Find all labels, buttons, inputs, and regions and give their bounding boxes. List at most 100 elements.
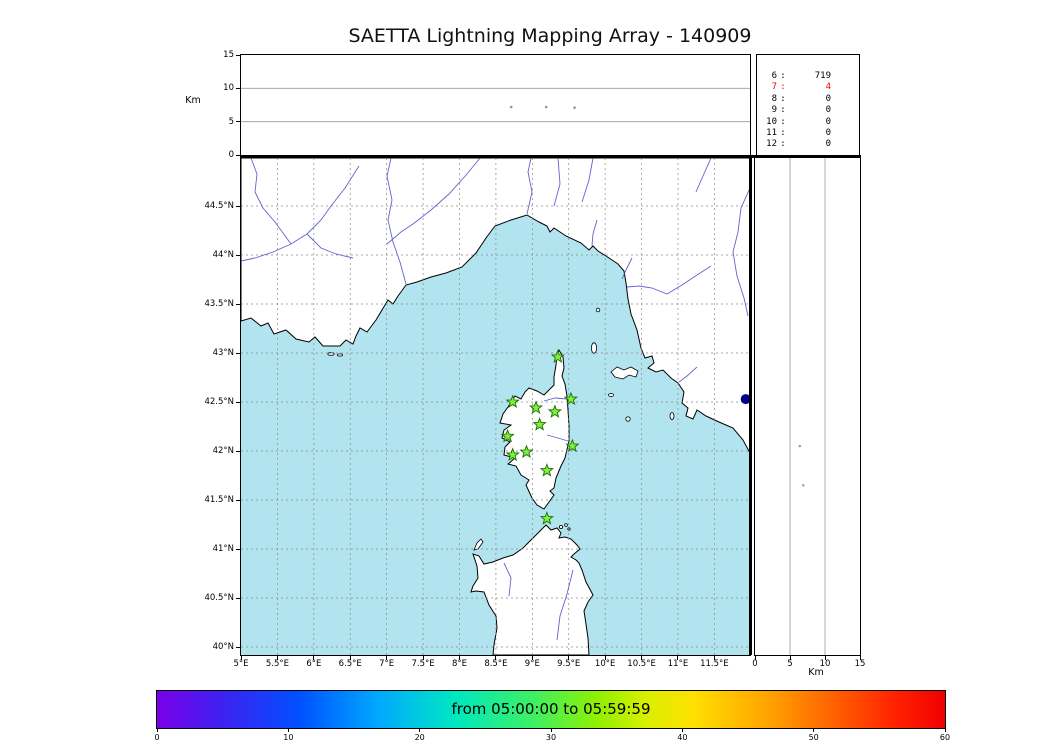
lma-station-marker (500, 428, 515, 443)
lma-station-marker (565, 438, 580, 453)
source-point (509, 105, 513, 109)
colorbar-tick-label: 20 (414, 733, 425, 742)
frame-line-vertical (749, 155, 752, 655)
tick-mark (859, 656, 861, 660)
stats-value: 0 (825, 105, 831, 116)
tick-mark (236, 401, 240, 403)
lma-stations (500, 349, 580, 525)
island-elba (610, 366, 639, 380)
river-lines (241, 158, 750, 641)
stats-colon: : (780, 105, 786, 116)
tick-mark (458, 656, 460, 660)
land-group (241, 158, 750, 655)
tick-mark (550, 729, 552, 732)
tick-mark (419, 729, 421, 732)
lon-tick-label: 11°E (667, 659, 689, 669)
island-port-cros (337, 353, 344, 357)
figure-title: SAETTA Lightning Mapping Array - 140909 (348, 25, 752, 47)
stats-panel: 6: 719 7: 4 8: 0 9: 0 10: 0 11: 0 12: 0 (756, 54, 860, 156)
island-gorgona (595, 307, 601, 313)
stats-value: 719 (814, 71, 831, 81)
stats-colon: : (780, 71, 786, 81)
altitude-gridlines (241, 87, 750, 123)
tick-mark (236, 646, 240, 648)
island-maddalena-2 (564, 523, 568, 527)
coastline-mainland (241, 158, 750, 454)
lon-tick-label: 6°E (306, 659, 322, 669)
stats-key: 11 (766, 128, 777, 139)
alt-ytick-label: 15 (223, 50, 234, 60)
lat-tick-label: 42.5°N (204, 397, 234, 408)
lon-tick-label: 6.5°E (338, 659, 362, 669)
tick-mark (677, 656, 679, 660)
tick-mark (789, 656, 791, 660)
colorbar-tick-label: 10 (283, 733, 294, 742)
tick-mark (531, 656, 533, 660)
tick-mark (236, 450, 240, 452)
stats-colon: : (780, 82, 786, 93)
altitude-lat-source-points (798, 444, 805, 487)
source-point (798, 444, 801, 448)
tick-mark (681, 729, 683, 732)
colorbar-tick-label: 50 (808, 733, 819, 742)
altitude-axis-label: Km (185, 95, 201, 106)
stats-key: 12 (766, 139, 777, 150)
altitude-axis-label-bottom: Km (808, 667, 824, 678)
coastline-sardinia (470, 524, 594, 655)
tick-mark (236, 303, 240, 305)
island-montecristo (625, 416, 631, 422)
lon-tick-label: 9.5°E (557, 659, 581, 669)
time-range-label: from 05:00:00 to 05:59:59 (451, 700, 651, 718)
tick-mark (604, 656, 606, 660)
stats-value: 0 (825, 139, 831, 150)
alt-xtick-label: 10 (819, 659, 831, 669)
tick-mark (495, 656, 497, 660)
tick-mark (236, 54, 240, 56)
stats-row: 9: 0 (757, 105, 859, 116)
lat-tick-label: 40°N (212, 642, 234, 653)
stats-key: 7 (771, 82, 777, 93)
tick-mark (276, 656, 278, 660)
lat-tick-label: 43°N (212, 348, 234, 359)
lat-tick-label: 40.5°N (204, 593, 234, 604)
stats-colon: : (780, 93, 786, 104)
stats-value: 0 (825, 116, 831, 127)
lat-tick-label: 42°N (212, 446, 234, 457)
tick-mark (944, 729, 946, 732)
island-pianosa (607, 393, 614, 397)
lma-station-marker (528, 400, 544, 414)
lma-station-marker (532, 417, 547, 431)
alt-xtick-label: 15 (854, 659, 866, 669)
lma-station-marker (505, 447, 520, 462)
lon-tick-label: 10°E (594, 659, 616, 669)
tick-mark (236, 254, 240, 256)
tick-mark (313, 656, 315, 660)
stats-value: 0 (825, 93, 831, 104)
alt-xtick-label: 0 (752, 659, 758, 669)
colorbar-tick-label: 0 (154, 733, 160, 742)
stats-colon: : (780, 128, 786, 139)
lat-tick-label: 44.5°N (204, 201, 234, 212)
lat-tick-label: 44°N (212, 250, 234, 261)
tick-mark (568, 656, 570, 660)
colorbar: from 05:00:00 to 05:59:59 (156, 690, 946, 729)
island-maddalena-1 (558, 524, 563, 529)
map-panel (240, 157, 751, 656)
tick-mark (236, 499, 240, 501)
island-capraia (590, 342, 597, 354)
stats-key: 6 (771, 71, 777, 81)
frame-line-horizontal (240, 155, 861, 158)
alt-ytick-label: 10 (223, 83, 234, 94)
alt-ytick-label: 0 (228, 150, 234, 160)
source-point (573, 106, 576, 109)
lma-station-marker (505, 394, 520, 409)
stats-value: 4 (825, 82, 831, 93)
lon-tick-label: 9°E (524, 659, 540, 669)
lon-tick-label: 10.5°E (627, 659, 656, 669)
altitude-longitude-panel (240, 54, 751, 156)
lon-tick-label: 5°E (233, 659, 249, 669)
stats-row: 12: 0 (757, 139, 859, 150)
lat-tick-label: 41.5°N (204, 495, 234, 506)
stats-value: 0 (825, 128, 831, 139)
stats-colon: : (780, 139, 786, 150)
